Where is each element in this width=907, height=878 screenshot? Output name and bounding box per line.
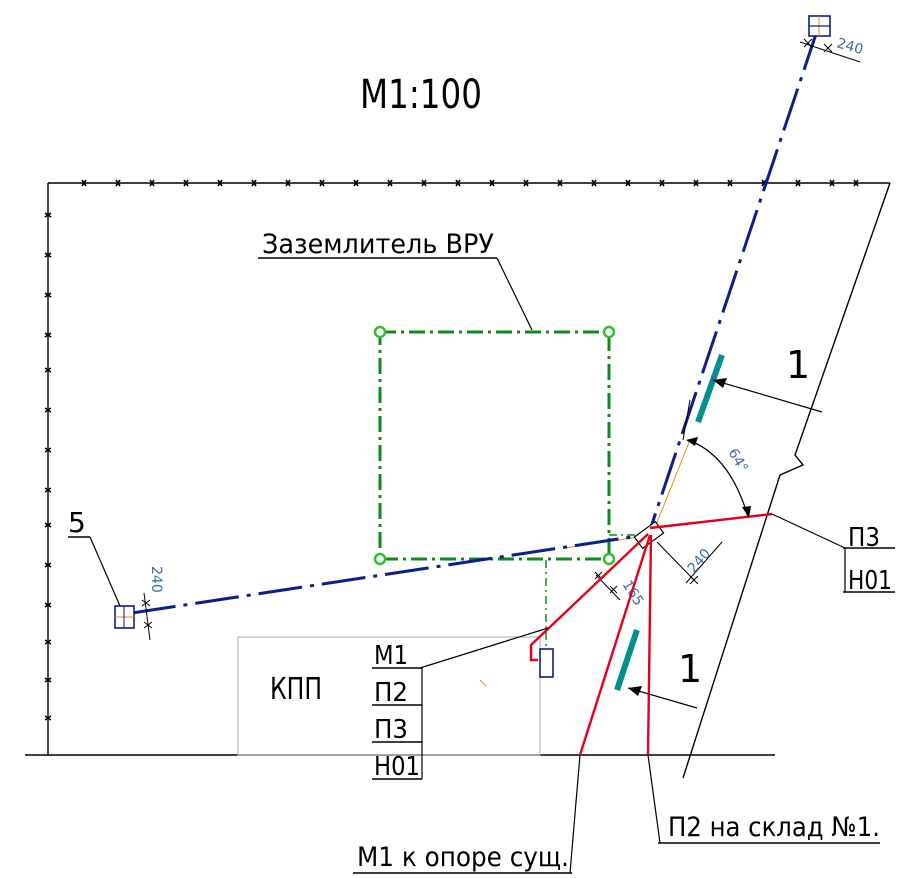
callout-5 xyxy=(68,536,121,607)
section-number-bottom: 1 xyxy=(678,647,702,691)
fence xyxy=(44,179,890,755)
small-pole-marker xyxy=(539,648,554,678)
dim-top-right: 240 xyxy=(835,35,865,58)
stack-right-item-1: Н01 xyxy=(848,566,892,596)
boundary-break-line xyxy=(682,182,891,779)
section-mark-top xyxy=(712,378,823,413)
angle-arc xyxy=(682,399,751,518)
grounding-loop xyxy=(373,325,648,650)
stack-left-item-0: М1 xyxy=(374,641,408,671)
stack-right xyxy=(771,513,895,593)
checkpoint-label: КПП xyxy=(270,672,322,707)
cable-blue-main xyxy=(648,27,820,531)
stack-left-item-3: Н01 xyxy=(374,752,420,782)
section-number-top: 1 xyxy=(786,343,810,387)
warehouse-callout xyxy=(647,754,880,844)
warehouse-label: П2 на склад №1. xyxy=(668,812,880,843)
scale-label: М1:100 xyxy=(360,72,482,118)
dim-near-node: 240 xyxy=(685,546,714,577)
cable-blue-left xyxy=(131,533,646,615)
callout-number: 5 xyxy=(68,506,86,539)
angle-label: 64° xyxy=(725,446,751,476)
grounding-label: Заземлитель ВРУ xyxy=(262,229,494,260)
teal-marker-bottom xyxy=(614,629,640,691)
stack-left-item-1: П2 xyxy=(374,678,408,708)
stack-left-item-2: П3 xyxy=(374,715,408,745)
pole-top-right xyxy=(799,15,861,63)
pole-left xyxy=(114,592,153,641)
stack-right-item-0: П3 xyxy=(848,523,880,553)
pole-label: М1 к опоре сущ. xyxy=(357,842,569,873)
pole-callout xyxy=(353,754,581,874)
teal-marker-top xyxy=(695,353,725,424)
grounding-callout xyxy=(258,257,533,331)
checkpoint-building xyxy=(237,636,541,756)
cables-red xyxy=(529,512,773,756)
dim-left-pole: 240 xyxy=(148,566,164,593)
section-mark-bottom xyxy=(627,686,698,709)
stack-left xyxy=(372,627,549,780)
